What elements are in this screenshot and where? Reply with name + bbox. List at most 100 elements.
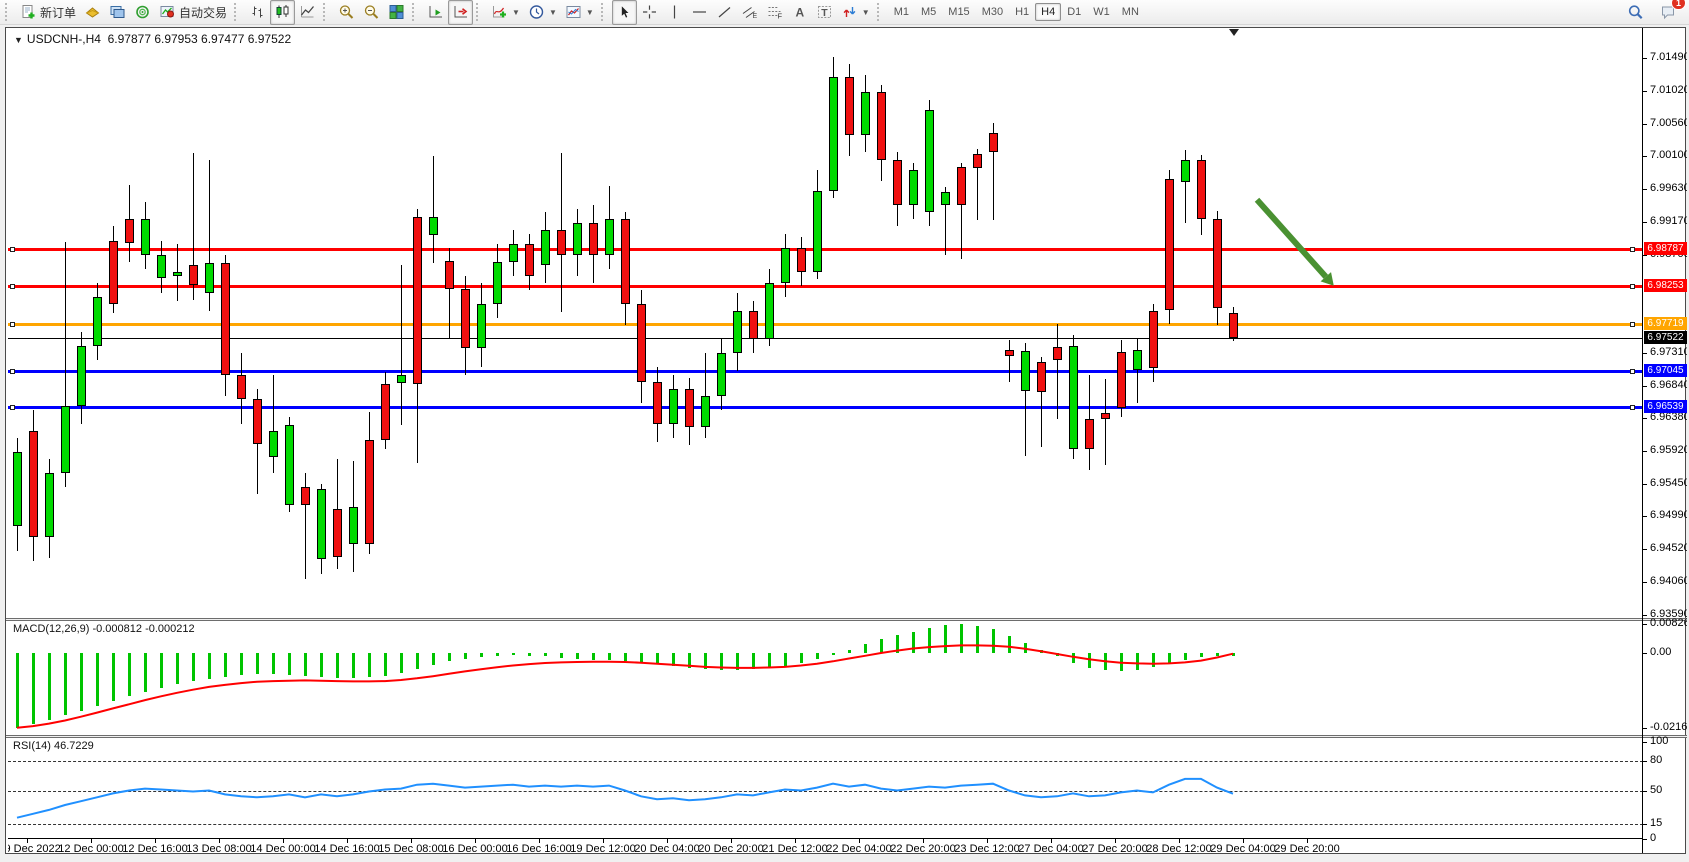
- autotrading-icon: [159, 4, 176, 20]
- tf-w1[interactable]: W1: [1093, 6, 1110, 18]
- time-label[interactable]: 9 Dec 2022: [8, 843, 61, 855]
- horizontal-line-6.98787[interactable]: [8, 248, 1643, 251]
- time-label[interactable]: 16 Dec 00:00: [442, 843, 508, 855]
- rsi-panel[interactable]: RSI(14) 46.7229: [8, 738, 1643, 837]
- macd-histogram-bar: [1056, 653, 1059, 657]
- panel-divider-2[interactable]: [6, 735, 1687, 738]
- tf-d1[interactable]: D1: [1067, 6, 1082, 18]
- line-handle[interactable]: [1630, 284, 1635, 289]
- tf-h4[interactable]: H4: [1035, 3, 1062, 21]
- tf-h1[interactable]: H1: [1015, 6, 1030, 18]
- macd-histogram-bar: [352, 653, 355, 678]
- time-label[interactable]: 16 Dec 16:00: [506, 843, 572, 855]
- line-handle[interactable]: [10, 405, 15, 410]
- fibonacci-button[interactable]: F: [762, 0, 787, 25]
- tf-m30[interactable]: M30: [981, 6, 1004, 18]
- line-handle[interactable]: [10, 369, 15, 374]
- indicators-button[interactable]: ▼: [487, 0, 524, 25]
- time-label[interactable]: 19 Dec 12:00: [570, 843, 636, 855]
- toolbox-button[interactable]: [80, 0, 105, 25]
- cursor-button[interactable]: [611, 0, 637, 25]
- vline-button[interactable]: [662, 0, 687, 25]
- candle-bearish: [1037, 362, 1046, 392]
- macd-histogram-bar: [208, 653, 211, 679]
- zoom-in-button[interactable]: [334, 0, 359, 25]
- search-button[interactable]: [1623, 0, 1648, 25]
- macd-histogram-bar: [864, 644, 867, 653]
- line-handle[interactable]: [10, 284, 15, 289]
- text-button[interactable]: A: [787, 0, 812, 25]
- tile-windows-button[interactable]: [384, 0, 409, 25]
- tf-mn[interactable]: MN: [1121, 6, 1139, 18]
- vline-icon: [666, 4, 683, 20]
- price-tick: [1643, 549, 1647, 550]
- arrows-button[interactable]: ▼: [837, 0, 874, 25]
- crosshair-button[interactable]: [637, 0, 662, 25]
- periods-button[interactable]: ▼: [524, 0, 561, 25]
- text-label-button[interactable]: T: [812, 0, 837, 25]
- candle-bearish: [253, 399, 262, 444]
- time-label[interactable]: 22 Dec 04:00: [826, 843, 892, 855]
- time-label[interactable]: 22 Dec 20:00: [890, 843, 956, 855]
- time-label[interactable]: 13 Dec 08:00: [186, 843, 252, 855]
- candle-wick: [977, 149, 978, 220]
- time-label[interactable]: 12 Dec 16:00: [122, 843, 188, 855]
- hline-button[interactable]: [687, 0, 712, 25]
- signals-button[interactable]: [130, 0, 155, 25]
- candle-bullish: [573, 223, 582, 255]
- bar-chart-button[interactable]: [245, 0, 270, 25]
- time-label[interactable]: 20 Dec 04:00: [634, 843, 700, 855]
- horizontal-line-6.97719[interactable]: [8, 323, 1643, 326]
- horizontal-line-6.98253[interactable]: [8, 285, 1643, 288]
- line-handle[interactable]: [1630, 405, 1635, 410]
- time-label[interactable]: 12 Dec 00:00: [58, 843, 124, 855]
- candlestick-button[interactable]: [270, 0, 296, 25]
- line-handle[interactable]: [1630, 369, 1635, 374]
- time-label[interactable]: 14 Dec 00:00: [250, 843, 316, 855]
- templates-button[interactable]: ▼: [561, 0, 598, 25]
- macd-panel[interactable]: MACD(12,26,9) -0.000812 -0.000212: [8, 621, 1643, 735]
- chart-menu-icon[interactable]: ▼: [14, 35, 23, 45]
- auto-scroll-button[interactable]: [423, 0, 448, 25]
- time-label[interactable]: 21 Dec 12:00: [762, 843, 828, 855]
- notifications-button[interactable]: 1: [1656, 0, 1686, 25]
- time-label[interactable]: 29 Dec 20:00: [1274, 843, 1340, 855]
- new-order-button[interactable]: 新订单: [16, 0, 80, 25]
- time-label[interactable]: 28 Dec 12:00: [1146, 843, 1212, 855]
- line-handle[interactable]: [1630, 247, 1635, 252]
- time-label[interactable]: 23 Dec 12:00: [954, 843, 1020, 855]
- panel-divider[interactable]: [6, 618, 1687, 621]
- macd-histogram-bar: [144, 653, 147, 692]
- channel-button[interactable]: E: [737, 0, 762, 25]
- horizontal-line-6.97522[interactable]: [8, 338, 1643, 339]
- candle-bearish: [589, 223, 598, 255]
- time-label[interactable]: 29 Dec 04:00: [1210, 843, 1276, 855]
- tf-m1[interactable]: M1: [893, 6, 909, 18]
- line-handle[interactable]: [1630, 322, 1635, 327]
- time-label[interactable]: 20 Dec 20:00: [698, 843, 764, 855]
- autotrading-button[interactable]: 自动交易: [155, 0, 231, 25]
- time-label[interactable]: 15 Dec 08:00: [378, 843, 444, 855]
- macd-histogram-bar: [1184, 653, 1187, 660]
- tf-m15[interactable]: M15: [948, 6, 970, 18]
- chart-shift-button[interactable]: [448, 0, 474, 25]
- trendline-button[interactable]: [712, 0, 737, 25]
- main-chart-plot[interactable]: [8, 28, 1643, 618]
- time-axis[interactable]: 9 Dec 2022 12 Dec 00:00 12 Dec 16:00 13 Dec…: [8, 838, 1643, 855]
- line-chart-button[interactable]: [295, 0, 320, 25]
- price-tick-label: 6.97310: [1650, 346, 1687, 358]
- multi-chart-button[interactable]: [105, 0, 130, 25]
- time-label[interactable]: 14 Dec 16:00: [314, 843, 380, 855]
- zoom-out-button[interactable]: [359, 0, 384, 25]
- rsi-axis-label: 50: [1650, 784, 1663, 796]
- time-label[interactable]: 27 Dec 04:00: [1018, 843, 1084, 855]
- horizontal-line-6.96539[interactable]: [8, 406, 1643, 409]
- chart-shift-marker[interactable]: [1229, 29, 1239, 36]
- price-axis[interactable]: 7.01490 7.01020 7.00560 7.00100 6.99630 6.991…: [1643, 28, 1687, 854]
- horizontal-line-6.97045[interactable]: [8, 370, 1643, 373]
- line-handle[interactable]: [10, 247, 15, 252]
- time-label[interactable]: 27 Dec 20:00: [1082, 843, 1148, 855]
- tf-m5[interactable]: M5: [921, 6, 937, 18]
- rsi-axis-label: 0: [1650, 832, 1657, 844]
- line-handle[interactable]: [10, 322, 15, 327]
